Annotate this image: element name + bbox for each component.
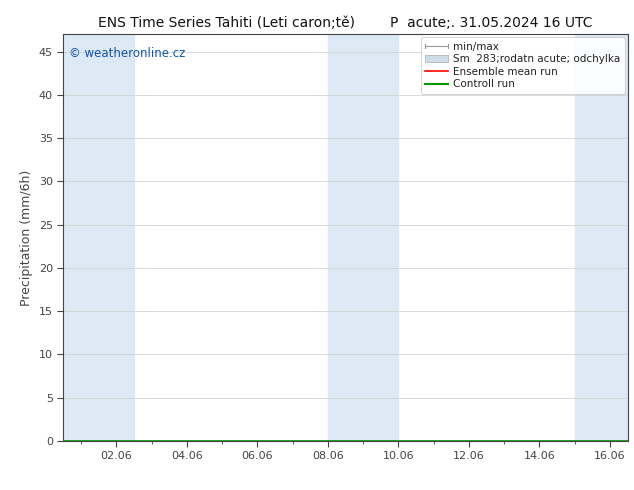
Title: ENS Time Series Tahiti (Leti caron;tě)        P  acute;. 31.05.2024 16 UTC: ENS Time Series Tahiti (Leti caron;tě) P… bbox=[98, 16, 593, 30]
Y-axis label: Precipitation (mm/6h): Precipitation (mm/6h) bbox=[20, 170, 34, 306]
Bar bbox=[575, 34, 628, 441]
Bar bbox=[328, 34, 398, 441]
Text: © weatheronline.cz: © weatheronline.cz bbox=[69, 47, 185, 59]
Bar bbox=[63, 34, 134, 441]
Legend: min/max, Sm  283;rodatn acute; odchylka, Ensemble mean run, Controll run: min/max, Sm 283;rodatn acute; odchylka, … bbox=[421, 37, 624, 94]
